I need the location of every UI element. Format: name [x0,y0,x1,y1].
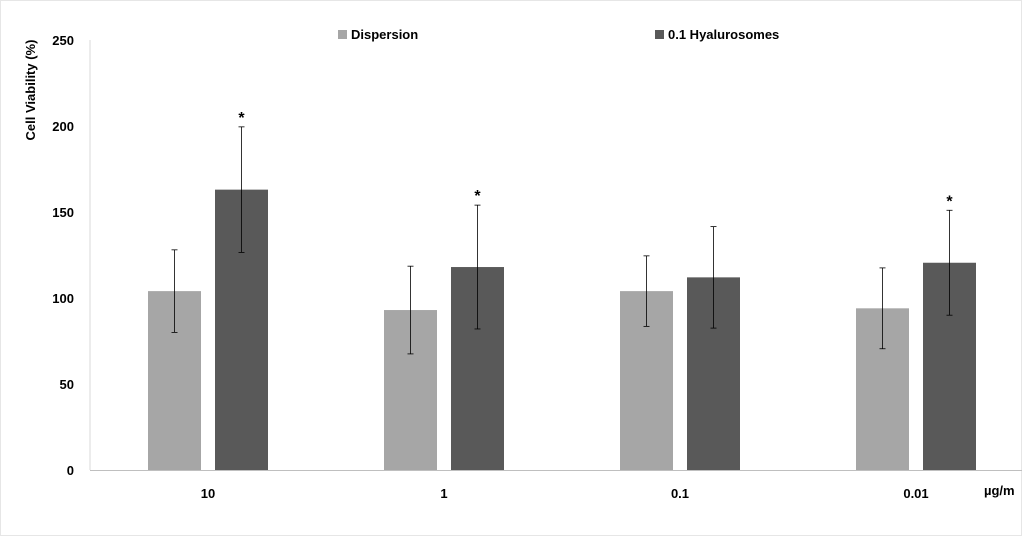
significance-marker: * [474,188,481,205]
axes-layer [89,40,1022,471]
y-tick-label: 50 [60,377,74,392]
y-tick-label: 250 [52,33,74,48]
y-tick-label: 100 [52,291,74,306]
y-tick-label: 200 [52,119,74,134]
legend-swatch [338,30,347,39]
labels-layer: 0 50 100 150 200 250 Cell Viability (%) 10 1 0.1 0… [23,33,1015,501]
x-tick-label: 10 [201,486,215,501]
x-tick-label: 0.1 [671,486,689,501]
significance-marker: * [946,193,953,210]
y-tick-label: 150 [52,205,74,220]
y-axis-title: Cell Viability (%) [23,40,38,141]
legend: Dispersion 0.1 Hyalurosomes [338,27,779,42]
x-unit-label: µg/m [984,483,1015,498]
legend-label: 0.1 Hyalurosomes [668,27,779,42]
significance-marker: * [238,110,245,127]
legend-label: Dispersion [351,27,418,42]
legend-swatch [655,30,664,39]
x-tick-label: 1 [440,486,447,501]
y-tick-label: 0 [67,463,74,478]
error-bars-layer [171,126,953,355]
x-tick-label: 0.01 [903,486,928,501]
